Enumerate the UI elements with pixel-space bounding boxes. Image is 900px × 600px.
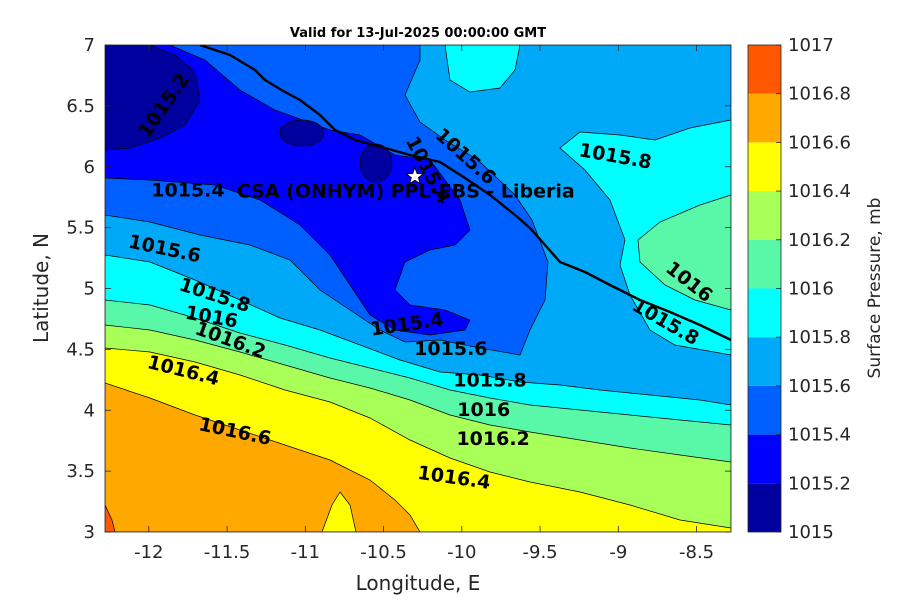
y-tick-label: 6 [84, 157, 95, 178]
y-axis: 3 3.5 4 4.5 5 5.5 6 6.5 7 [66, 35, 731, 543]
y-tick-label: 3.5 [66, 461, 95, 482]
colorbar-segment [748, 93, 781, 143]
contour-band-1015-8-ne [444, 45, 521, 93]
station-star-marker [404, 166, 425, 185]
y-axis-label: Latitude, N [29, 233, 53, 343]
colorbar-segment [748, 142, 781, 192]
colorbar-segment [748, 337, 781, 386]
colorbar-tick-label: 1016.6 [788, 132, 851, 153]
x-tick-label: -11.5 [204, 542, 251, 563]
colorbar-segment [748, 191, 781, 240]
contour-cell-1015-inland-b [359, 143, 393, 183]
contour-label: 1016 [457, 399, 510, 421]
colorbar-segment [748, 483, 781, 532]
colorbar: 1015 1015.2 1015.4 1015.6 1015.8 1016 1016.2 10… [747, 35, 851, 543]
x-tick-label: -12 [134, 542, 163, 563]
colorbar-tick-label: 1015.4 [788, 425, 851, 446]
station-layer: CSA (ONHYM) PPL-EBS - Liberia [237, 166, 575, 202]
x-tick-label: -11 [291, 542, 320, 563]
x-tick-label: -9 [609, 542, 627, 563]
contour-cell-1015-inland-a [279, 119, 325, 147]
x-tick-label: -8.5 [679, 542, 714, 563]
y-tick-label: 3 [84, 522, 95, 543]
x-tick-label: -10.5 [360, 542, 407, 563]
x-axis: -12 -11.5 -11 -10.5 -10 -9.5 -9 -8.5 [134, 45, 714, 563]
colorbar-segment [748, 385, 781, 435]
contour-band-1015-nw [105, 45, 201, 151]
colorbar-tick-label: 1015.6 [788, 376, 851, 397]
colorbar-tick-label: 1016.8 [788, 84, 851, 105]
y-tick-label: 4.5 [66, 339, 95, 360]
x-axis-label: Longitude, E [356, 571, 481, 595]
colorbar-tick-label: 1015.2 [788, 473, 851, 494]
contour-band-1016-east [637, 194, 731, 311]
colorbar-tick-label: 1017 [788, 35, 834, 56]
colorbar-tick-label: 1016.2 [788, 230, 851, 251]
plot-area [105, 45, 731, 532]
coastline [199, 45, 731, 342]
colorbar-tick-label: 1016 [788, 279, 834, 300]
contour-cell-1016-8-corner [105, 504, 116, 532]
colorbar-tick-label: 1015.8 [788, 327, 851, 348]
y-tick-label: 5.5 [66, 218, 95, 239]
contour-label: 1015.4 [151, 180, 224, 202]
x-tick-label: -9.5 [523, 542, 558, 563]
colorbar-tick-label: 1016.4 [788, 181, 851, 202]
y-tick-label: 7 [84, 35, 95, 56]
colorbar-segment [748, 434, 781, 484]
y-tick-label: 4 [84, 400, 95, 421]
colorbar-tick-label: 1015 [788, 522, 834, 543]
station-label: CSA (ONHYM) PPL-EBS - Liberia [237, 180, 575, 202]
colorbar-segment [748, 288, 781, 338]
contour-label: 1016.2 [456, 428, 529, 450]
contour-cell-1016-4-south [321, 491, 357, 532]
chart-title: Valid for 13-Jul-2025 00:00:00 GMT [290, 26, 546, 41]
contour-label: 1015.6 [414, 338, 487, 360]
x-tick-label: -10 [447, 542, 476, 563]
colorbar-segment [748, 239, 781, 289]
y-tick-label: 6.5 [66, 96, 95, 117]
y-tick-label: 5 [84, 279, 95, 300]
contour-label: 1015.8 [453, 370, 526, 392]
colorbar-label: Surface Pressure, mb [865, 198, 885, 379]
colorbar-segment [748, 45, 781, 94]
